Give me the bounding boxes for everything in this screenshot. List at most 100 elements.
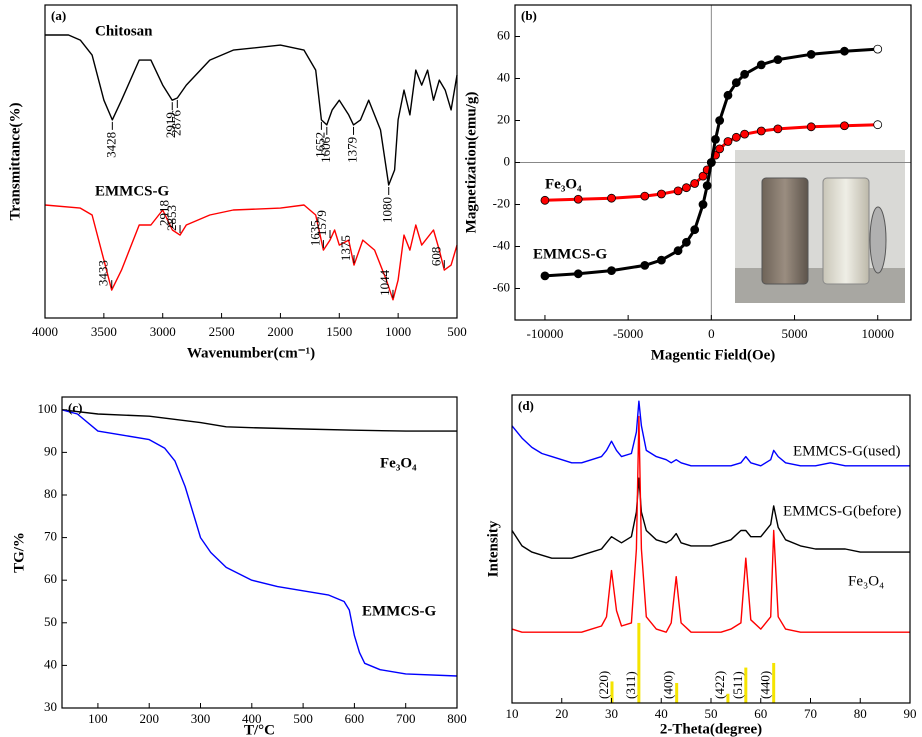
plot-frame (61, 396, 458, 709)
reference-label: (311) (623, 671, 638, 699)
x-tick-label: 800 (447, 711, 467, 726)
series-label: EMMCS-G(used) (793, 443, 901, 459)
x-axis-label: 2-Theta(degree) (660, 721, 762, 737)
x-tick-label: 70 (804, 706, 817, 721)
x-tick-label: 300 (191, 711, 211, 726)
reference-stick (637, 622, 641, 703)
x-tick-label: -5000 (613, 326, 643, 341)
x-tick-label: 1500 (326, 324, 352, 339)
reference-stick (726, 693, 730, 703)
x-tick-label: 30 (605, 706, 618, 721)
data-point (657, 189, 666, 199)
data-point (806, 49, 816, 59)
data-point (657, 255, 666, 265)
panel-label: (c) (68, 400, 82, 415)
plot-frame (44, 4, 458, 319)
series-line (511, 400, 910, 467)
panel-label: (d) (518, 398, 534, 413)
x-tick-label: 40 (655, 706, 668, 721)
peak-label: 1579 (314, 210, 329, 236)
y-tick-label: 60 (497, 27, 510, 42)
reference-label: (220) (596, 671, 611, 699)
y-tick-label: 70 (44, 529, 57, 544)
data-point (573, 269, 583, 279)
data-point (740, 69, 750, 79)
y-axis-label: Intensity (485, 520, 501, 577)
x-tick-label: 0 (708, 326, 715, 341)
data-point (723, 90, 733, 100)
x-tick-label: 10 (506, 706, 519, 721)
series-label: Chitosan (95, 23, 153, 39)
reference-label: (511) (730, 671, 745, 699)
peak-label: 1044 (377, 269, 392, 296)
reference-label: (422) (712, 671, 727, 699)
data-point (681, 237, 691, 247)
plot-frame (511, 394, 911, 704)
x-axis-label: Wavenumber(cm⁻¹) (187, 345, 315, 361)
data-point (540, 195, 550, 205)
data-point (698, 171, 708, 181)
series-line (61, 409, 458, 677)
x-tick-label: 100 (88, 711, 108, 726)
data-point (840, 121, 849, 131)
data-point (873, 120, 883, 130)
x-tick-label: 3000 (150, 324, 176, 339)
series-line (511, 477, 910, 559)
data-point (731, 132, 741, 142)
data-point (715, 116, 725, 125)
data-point (711, 134, 720, 144)
peak-label: 2853 (164, 205, 179, 231)
data-point (673, 246, 683, 256)
x-tick-label: -10000 (527, 326, 564, 341)
x-tick-label: 200 (139, 711, 159, 726)
data-point (690, 179, 700, 188)
series-label: Fe₃O₄ (848, 573, 884, 589)
x-axis-label: T/°C (244, 722, 275, 737)
photo-table (735, 268, 905, 303)
y-tick-label: -40 (493, 237, 510, 252)
y-tick-label: 40 (44, 656, 57, 671)
series-label: EMMCS-G(before) (783, 503, 901, 519)
x-tick-label: 500 (293, 711, 313, 726)
y-axis-label: Magnetization(emu/g) (463, 92, 479, 234)
panel-label: (b) (521, 8, 537, 23)
peak-label: 1379 (345, 137, 360, 163)
inset-photo (735, 150, 905, 303)
panel: Fe₃O₄ EMMCS-G -10000 -5000 0 5000 10000 -60 -40 -… (463, 4, 912, 363)
data-point (640, 191, 650, 201)
data-point (873, 44, 883, 54)
data-point (607, 193, 616, 203)
x-tick-label: 400 (242, 711, 262, 726)
x-tick-label: 2000 (267, 324, 293, 339)
data-point (690, 225, 700, 235)
x-tick-label: 5000 (782, 326, 808, 341)
reference-stick (610, 681, 614, 703)
peak-label: 1375 (338, 235, 353, 261)
series-label: EMMCS-G (95, 183, 169, 199)
panel: Fe₃O₄ EMMCS-G 100 200 300 400 500 600 700 800 30 40… (11, 396, 467, 737)
x-tick-label: 2500 (209, 324, 235, 339)
peak-label: 3433 (96, 260, 111, 286)
x-tick-label: 1000 (385, 324, 411, 339)
y-tick-label: 30 (44, 699, 57, 714)
y-tick-label: 40 (497, 69, 510, 84)
y-tick-label: 0 (504, 153, 511, 168)
series-label: Fe₃O₄ (545, 176, 582, 192)
x-tick-label: 50 (705, 706, 718, 721)
peak-label: 1652 (312, 132, 327, 158)
panel-label: (a) (51, 8, 66, 23)
x-axis-label: Magentic Field(Oe) (651, 347, 776, 363)
data-point (715, 144, 725, 154)
data-point (706, 158, 716, 167)
y-tick-label: 80 (44, 486, 57, 501)
series-line (45, 34, 458, 186)
y-tick-label: -60 (493, 279, 510, 294)
x-tick-label: 500 (447, 324, 467, 339)
y-tick-label: -20 (493, 195, 510, 210)
peak-label: 2918 (156, 200, 171, 226)
series-label: EMMCS-G (533, 246, 607, 262)
x-tick-label: 10000 (861, 326, 894, 341)
